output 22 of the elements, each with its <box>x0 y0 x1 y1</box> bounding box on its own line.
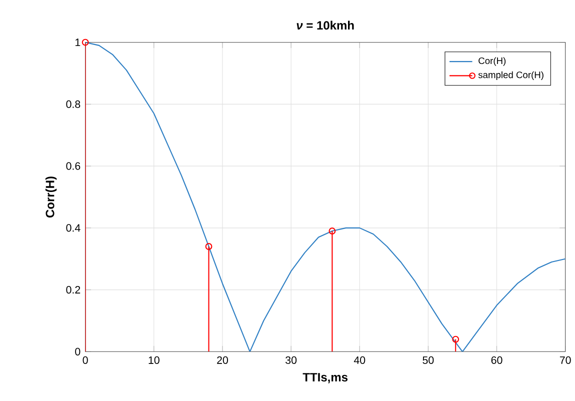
chart-title: ν = 10kmh <box>296 20 354 30</box>
x-tick-label: 60 <box>491 356 502 364</box>
y-axis-title: Corr(H) <box>45 176 57 218</box>
point <box>328 228 336 234</box>
y-tick-label: 0.8 <box>66 100 80 108</box>
x-tick-label: 50 <box>422 356 434 364</box>
legend-label: sampled Cor(H) <box>478 71 544 80</box>
x-tick-label: 0 <box>82 356 88 364</box>
point <box>205 243 212 250</box>
y-tick-label: 0.2 <box>66 286 80 294</box>
point <box>82 38 89 46</box>
x-tick-label: 70 <box>560 356 571 364</box>
x-tick-label: 40 <box>354 356 366 364</box>
y-tick-label: 0 <box>75 348 80 356</box>
y-tick-label: 0.4 <box>66 224 80 232</box>
x-tick-label: 30 <box>286 356 297 364</box>
x-tick-label: 20 <box>217 356 228 364</box>
x-axis-title: TTIs,ms <box>302 373 348 384</box>
y-tick-label: 1 <box>76 38 80 46</box>
x-tick-label: 10 <box>148 356 160 364</box>
legend-label: Cor(H) <box>478 57 506 66</box>
y-tick-label: 0.6 <box>66 162 80 170</box>
